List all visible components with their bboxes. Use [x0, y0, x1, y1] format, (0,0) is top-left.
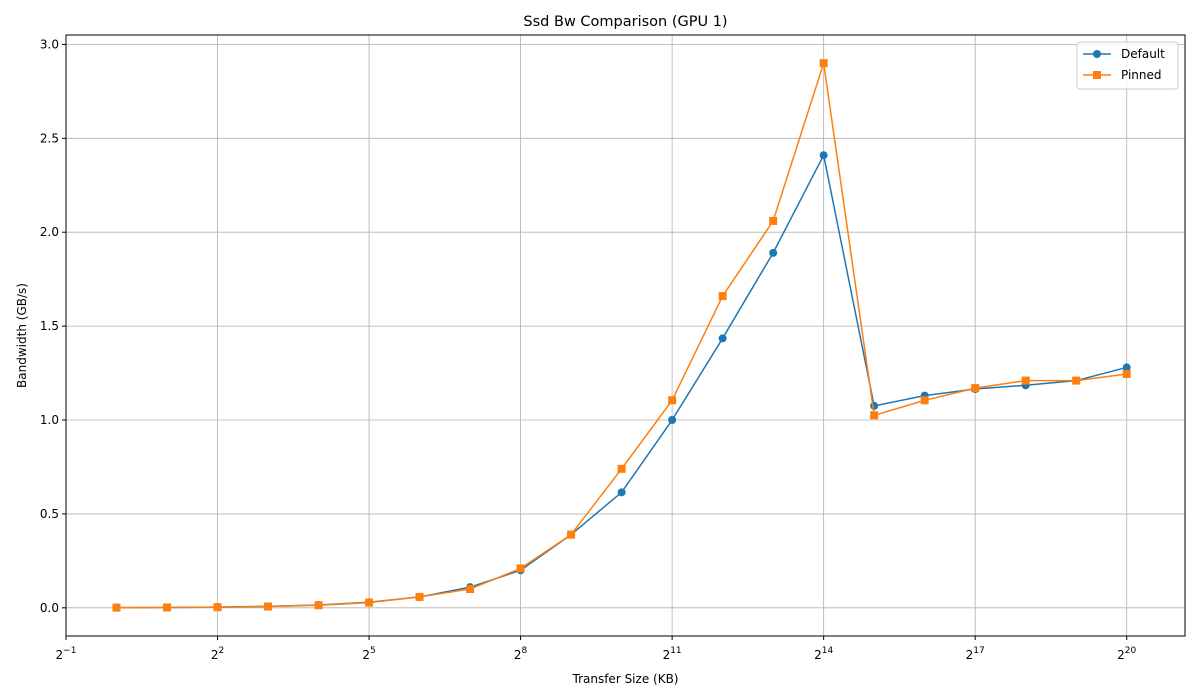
data-point	[819, 151, 828, 160]
series-pinned	[112, 59, 1131, 612]
x-tick-label: 220	[1117, 646, 1136, 662]
y-axis-label: Bandwidth (GB/s)	[15, 283, 29, 388]
data-point	[415, 592, 424, 601]
x-tick-label: 28	[514, 646, 528, 662]
data-point	[617, 464, 626, 473]
y-tick-label: 1.5	[40, 319, 59, 333]
data-point	[920, 396, 929, 405]
y-tick-label: 1.0	[40, 413, 59, 427]
data-point	[213, 603, 222, 612]
data-point	[718, 334, 727, 343]
x-tick-label: 217	[966, 646, 985, 662]
legend-label: Default	[1121, 47, 1165, 61]
x-tick-exponent: −1	[63, 646, 76, 656]
x-tick-label: 211	[663, 646, 682, 662]
y-tick-label: 3.0	[40, 37, 59, 51]
data-point	[668, 396, 677, 405]
legend-item-pinned: Pinned	[1083, 68, 1162, 82]
x-tick-exponent: 14	[822, 646, 834, 656]
ticks: 2−1 22 25 28 211 214 217 2200.00.51.01.52.02.53…	[40, 37, 1137, 662]
x-tick-exponent: 11	[670, 646, 681, 656]
x-tick-exponent: 2	[218, 646, 224, 656]
data-point	[1072, 376, 1081, 385]
x-tick-label: 22	[211, 646, 224, 662]
data-point	[819, 59, 828, 68]
y-tick-label: 2.0	[40, 225, 59, 239]
x-tick-exponent: 17	[973, 646, 984, 656]
data-point	[365, 598, 374, 607]
series-layer	[112, 59, 1131, 612]
legend-label: Pinned	[1121, 68, 1162, 82]
y-tick-label: 2.5	[40, 131, 59, 145]
x-axis-label: Transfer Size (KB)	[572, 672, 679, 686]
data-point	[314, 601, 323, 610]
legend-marker	[1093, 71, 1101, 79]
data-point	[1021, 376, 1030, 385]
data-point	[971, 384, 980, 393]
data-point	[769, 248, 778, 257]
y-tick-label: 0.5	[40, 507, 59, 521]
x-tick-exponent: 5	[370, 646, 376, 656]
data-point	[112, 603, 121, 612]
grid	[65, 35, 1185, 636]
data-point	[567, 530, 576, 539]
x-tick-exponent: 20	[1125, 646, 1137, 656]
x-tick-label: 25	[362, 646, 375, 662]
x-tick-label: 214	[814, 646, 833, 662]
plot-frame	[65, 34, 1186, 637]
series-default	[112, 151, 1131, 612]
x-tick-label: 2−1	[56, 646, 77, 662]
legend-item-default: Default	[1083, 47, 1165, 61]
data-point	[163, 603, 172, 612]
data-point	[617, 488, 626, 497]
data-point	[466, 585, 475, 594]
data-point	[516, 564, 525, 573]
data-point	[1122, 363, 1131, 372]
legend-marker	[1093, 50, 1101, 58]
data-point	[1122, 370, 1131, 379]
data-point	[668, 416, 677, 425]
data-point	[870, 411, 879, 420]
x-tick-exponent: 8	[522, 646, 528, 656]
legend: Default Pinned	[1076, 41, 1179, 90]
data-point	[769, 216, 778, 225]
data-point	[870, 401, 879, 410]
data-point	[264, 602, 273, 611]
chart-title: Ssd Bw Comparison (GPU 1)	[523, 14, 727, 30]
data-point	[718, 292, 727, 301]
y-tick-label: 0.0	[40, 601, 59, 615]
